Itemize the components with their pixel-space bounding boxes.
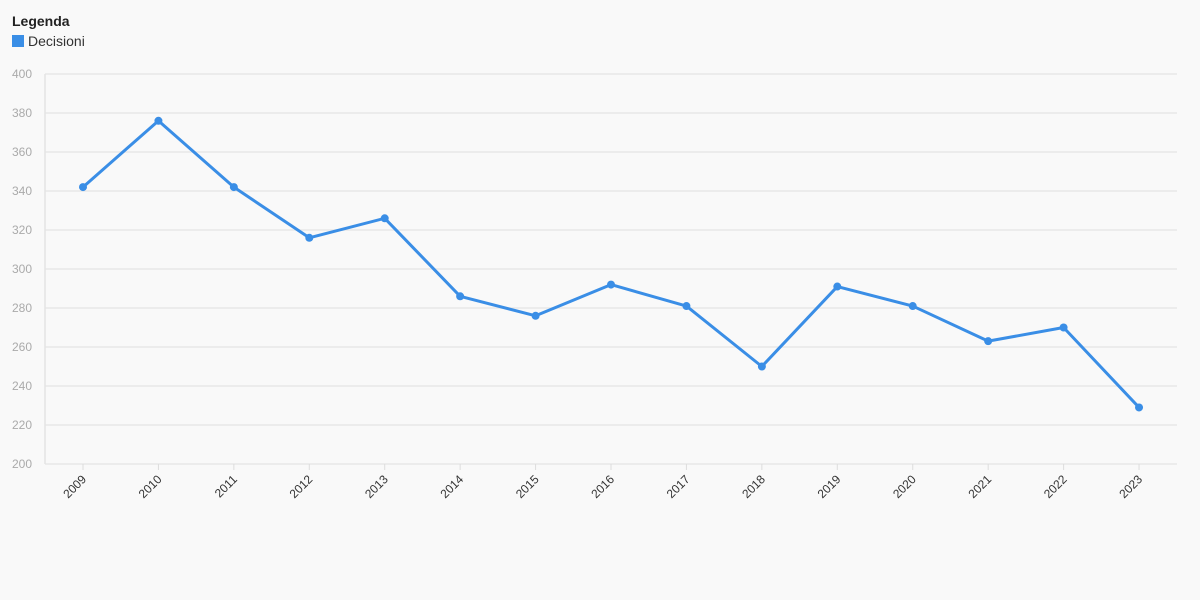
x-tick-label: 2023 [1116,472,1145,501]
x-tick-label: 2011 [212,472,240,500]
series-layer [79,116,1144,412]
data-point-2010[interactable] [154,116,163,125]
data-point-2011[interactable] [229,183,238,192]
data-point-2012[interactable] [305,233,314,242]
y-tick-label: 380 [12,106,32,120]
data-point-2023[interactable] [1135,403,1144,412]
legend-swatch [12,35,24,47]
y-tick-label: 240 [12,379,32,393]
y-tick-label: 360 [12,145,32,159]
x-tick-label: 2020 [890,472,919,501]
data-point-2022[interactable] [1059,323,1068,332]
series-line-decisioni [81,119,1141,409]
x-tick-label: 2013 [362,472,391,501]
data-point-2019[interactable] [833,282,842,291]
data-point-2021[interactable] [984,337,993,346]
legend-label: Decisioni [28,33,85,49]
x-tick-label: 2015 [513,472,542,501]
x-tick-label: 2021 [965,472,994,501]
grid-layer [44,73,1177,465]
legend: Legenda Decisioni [12,12,85,49]
y-tick-label: 280 [12,301,32,315]
x-tick-label: 2014 [437,472,466,501]
data-point-2020[interactable] [908,302,917,311]
legend-title: Legenda [12,13,70,29]
y-tick-label: 400 [12,67,32,81]
y-axis-ticks: 200 220 240 260 280 300 320 340 360 380 400 [12,67,32,471]
x-tick-label: 2012 [287,472,316,501]
data-point-2018[interactable] [757,362,766,371]
x-tick-label: 2019 [815,472,844,501]
y-tick-label: 340 [12,184,32,198]
y-tick-label: 300 [12,262,32,276]
data-point-2015[interactable] [531,311,540,320]
x-tick-label: 2017 [664,472,693,501]
y-tick-label: 320 [12,223,32,237]
x-axis-ticks: 2009 2010 2011 2012 2013 2014 2015 2016 2017 2018… [60,464,1145,501]
y-tick-label: 220 [12,418,32,432]
x-tick-label: 2016 [588,472,617,501]
data-point-2017[interactable] [682,302,691,311]
x-tick-label: 2009 [60,472,89,501]
y-tick-label: 200 [12,457,32,471]
x-tick-label: 2022 [1041,472,1070,501]
data-point-2016[interactable] [607,280,616,289]
data-point-2014[interactable] [456,292,465,301]
y-tick-label: 260 [12,340,32,354]
data-point-2009[interactable] [79,183,87,192]
x-tick-label: 2018 [739,472,768,501]
legend-item-decisioni[interactable]: Decisioni [12,33,85,49]
x-tick-label: 2010 [136,472,165,501]
data-point-2013[interactable] [380,214,389,223]
